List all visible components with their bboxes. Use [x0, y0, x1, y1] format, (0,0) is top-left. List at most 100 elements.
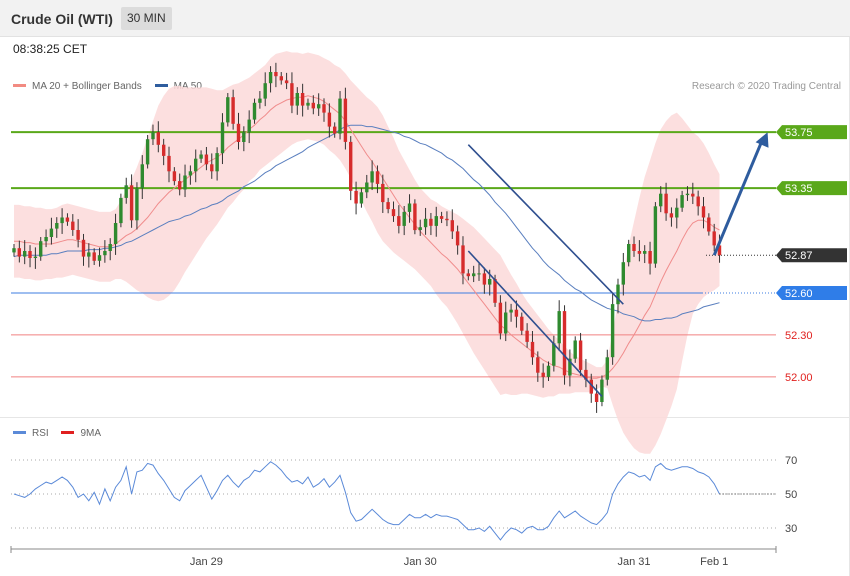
candle-body	[509, 309, 513, 313]
rsi-tick-label: 70	[785, 455, 797, 467]
legend-9ma: 9MA	[61, 428, 101, 439]
candle-body	[450, 220, 454, 232]
chart-header: Crude Oil (WTI) 30 MIN	[0, 0, 850, 37]
candle-body	[268, 72, 273, 84]
level-tag-label: 53.75	[785, 127, 813, 139]
candle-body	[220, 122, 225, 154]
candle-body	[317, 104, 321, 109]
level-tag-last	[776, 248, 847, 263]
candle-body	[562, 311, 567, 376]
candle-body	[621, 262, 625, 285]
candle-body	[97, 255, 102, 261]
candle-body	[637, 251, 642, 254]
candle-body	[557, 311, 561, 344]
legend-ma50-swatch	[154, 83, 168, 87]
legend-ma20-bollinger: MA 20 + Bollinger Bands	[13, 81, 142, 92]
candle-body	[712, 231, 716, 246]
candle-body	[578, 340, 583, 370]
candle-body	[263, 83, 267, 99]
candle-body	[188, 171, 193, 176]
candle-body	[616, 284, 620, 305]
candle-body	[498, 302, 503, 334]
candle-body	[546, 365, 551, 377]
rsi-tick-label: 30	[785, 523, 797, 535]
x-tick-label: Jan 31	[618, 556, 651, 568]
candle-body	[648, 251, 652, 264]
candle-body	[60, 217, 64, 224]
ma50-line	[13, 124, 720, 322]
legend-rsi: RSI	[13, 428, 49, 439]
candle-body	[135, 188, 139, 221]
candle-body	[338, 98, 342, 134]
candle-body	[466, 273, 470, 277]
candle-body	[600, 379, 604, 402]
rsi-line	[13, 461, 720, 541]
candle-body	[327, 112, 332, 127]
x-tick-label: Jan 29	[190, 556, 223, 568]
trend-channel-line-1	[467, 144, 624, 305]
ma20-line	[14, 95, 720, 379]
candle-body	[274, 72, 278, 77]
candle-body	[247, 119, 251, 133]
candle-body	[675, 207, 679, 218]
candle-body	[290, 83, 294, 106]
candle-body	[669, 213, 674, 218]
candle-body	[504, 312, 508, 334]
candle-body	[391, 209, 396, 217]
candle-body	[413, 203, 417, 231]
legend-ma50: MA 50	[154, 81, 202, 92]
candle-body	[461, 245, 465, 274]
candle-body	[162, 144, 166, 156]
candle-body	[322, 104, 326, 113]
candle-body	[231, 97, 235, 124]
candle-body	[541, 372, 545, 377]
candle-body	[423, 218, 428, 228]
timeframe-badge[interactable]: 30 MIN	[121, 7, 172, 30]
candle-body	[482, 273, 487, 285]
candle-body	[594, 393, 599, 402]
candle-body	[258, 98, 262, 103]
rsi-9ma-line	[14, 470, 720, 531]
projection-arrow-shaft	[712, 138, 765, 256]
candle-body	[632, 244, 636, 251]
candle-body	[284, 80, 289, 84]
candle-body	[76, 230, 80, 240]
candle-body	[717, 245, 722, 256]
candle-body	[664, 193, 668, 214]
level-tag-label: 52.87	[785, 250, 813, 262]
candle-body	[113, 223, 118, 244]
bollinger-band	[14, 51, 720, 454]
candle-body	[653, 206, 658, 264]
candle-body	[493, 279, 497, 303]
candle-body	[17, 248, 21, 257]
candle-body	[536, 357, 540, 373]
candle-body	[525, 330, 529, 342]
candle-body	[402, 211, 406, 226]
candle-body	[129, 185, 134, 221]
level-tag-label: 52.30	[785, 330, 813, 342]
candle-body	[573, 340, 577, 359]
legend-9ma-label: 9MA	[80, 428, 102, 439]
candle-body	[12, 248, 16, 253]
candle-body	[445, 218, 449, 221]
candle-body	[589, 379, 593, 394]
candle-body	[33, 256, 38, 258]
candle-body	[354, 190, 358, 204]
level-tag-pivot	[776, 285, 847, 300]
pane-divider	[0, 417, 850, 418]
candle-body	[696, 196, 700, 207]
level-tag-label: 52.00	[785, 372, 813, 384]
candle-body	[343, 98, 348, 142]
candle-body	[119, 197, 123, 224]
candle-body	[605, 357, 609, 380]
candle-body	[386, 202, 390, 210]
candle-body	[375, 171, 380, 184]
candle-body	[370, 171, 374, 183]
candle-body	[333, 126, 337, 134]
candle-body	[514, 309, 519, 317]
candle-body	[178, 181, 182, 190]
projection-arrow-head	[755, 132, 769, 148]
research-credit: Research © 2020 Trading Central	[691, 81, 841, 92]
candle-body	[701, 206, 706, 218]
candle-body	[252, 102, 257, 120]
